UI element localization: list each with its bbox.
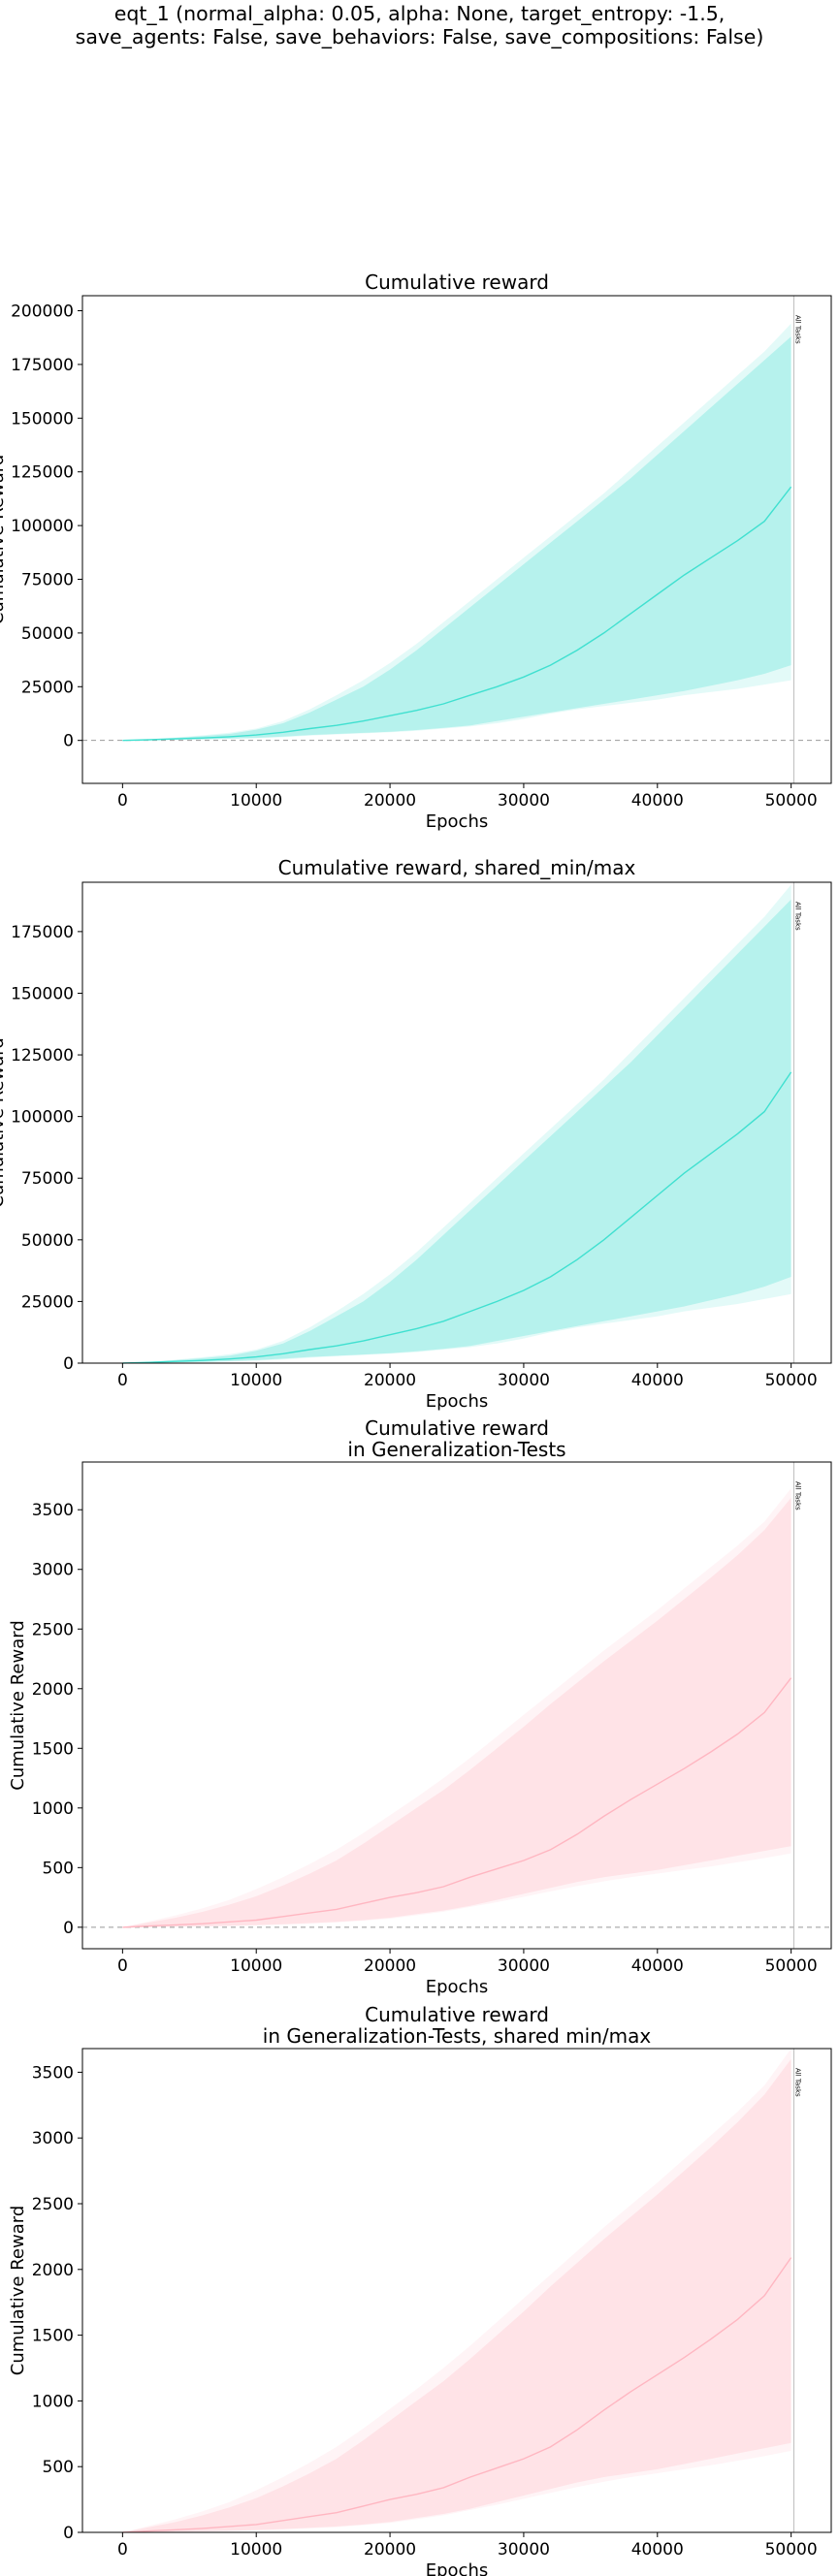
y-tick-label: 150000: [11, 984, 74, 1003]
mean-line: [122, 486, 792, 742]
std-band: [122, 2058, 791, 2532]
x-tick-label: 10000: [230, 2540, 282, 2560]
x-tick-label: 50000: [765, 2540, 818, 2560]
x-tick-label: 10000: [230, 1371, 282, 1390]
x-tick-label: 0: [117, 1956, 128, 1976]
x-axis-label: Epochs: [426, 1977, 489, 1997]
y-tick-label: 3500: [32, 1501, 74, 1520]
y-tick-label: 3000: [32, 1561, 74, 1580]
std-band: [122, 899, 791, 1363]
x-tick-label: 20000: [364, 791, 416, 811]
y-tick-label: 1500: [32, 1739, 74, 1759]
y-tick-label: 100000: [11, 1108, 74, 1128]
task-boundary-label: All Tasks: [793, 315, 801, 344]
y-tick-label: 1500: [32, 2327, 74, 2346]
y-tick-label: 25000: [21, 678, 74, 697]
std-band: [122, 1497, 791, 1927]
std-band: [122, 336, 791, 741]
x-tick-label: 50000: [765, 1956, 818, 1976]
x-tick-label: 0: [117, 791, 128, 811]
y-tick-label: 25000: [21, 1292, 74, 1312]
plot-frame: [81, 295, 832, 784]
y-tick-label: 0: [63, 1919, 74, 1938]
x-tick-label: 50000: [765, 1371, 818, 1390]
x-tick-label: 50000: [765, 791, 818, 811]
x-tick-label: 30000: [498, 1371, 550, 1390]
min-max-band: [122, 323, 791, 741]
y-tick-label: 500: [43, 1859, 74, 1878]
x-tick-label: 20000: [364, 2540, 416, 2560]
plot-frame: [81, 2048, 832, 2533]
chart-panel-2: Cumulative reward, shared_min/max All Tas…: [0, 856, 832, 1412]
y-tick-label: 100000: [11, 517, 74, 536]
x-axis-label: Epochs: [426, 2560, 489, 2576]
y-axis-label: Cumulative Reward: [8, 1620, 28, 1791]
x-tick-label: 20000: [364, 1371, 416, 1390]
plot-frame: [81, 881, 832, 1364]
y-tick-label: 2000: [32, 2261, 74, 2280]
suptitle-line-2: save_agents: False, save_behaviors: Fals…: [75, 25, 764, 48]
chart-panel-1: Cumulative reward All Tasks 0 10000 20000 300…: [0, 270, 832, 832]
y-tick-label: 125000: [11, 1046, 74, 1065]
y-tick-label: 50000: [21, 1231, 74, 1251]
y-tick-label: 2500: [32, 2195, 74, 2214]
y-tick-label: 1000: [32, 2392, 74, 2411]
y-tick-label: 3000: [32, 2129, 74, 2148]
x-tick-label: 10000: [230, 1956, 282, 1976]
suptitle-line-1: eqt_1 (normal_alpha: 0.05, alpha: None, …: [113, 2, 726, 25]
y-tick-label: 50000: [21, 624, 74, 644]
mean-line: [122, 2257, 792, 2533]
x-tick-label: 30000: [498, 1956, 550, 1976]
y-tick-label: 3500: [32, 2063, 74, 2083]
x-tick-label: 30000: [498, 791, 550, 811]
min-max-band: [122, 2049, 791, 2532]
task-boundary-label: All Tasks: [793, 1481, 801, 1511]
x-tick-label: 40000: [631, 791, 684, 811]
x-tick-label: 20000: [364, 1956, 416, 1976]
y-tick-label: 175000: [11, 356, 74, 375]
x-tick-label: 10000: [230, 791, 282, 811]
y-axis-label: Cumulative Reward: [0, 1037, 8, 1208]
chart-title-line: Cumulative reward: [365, 270, 549, 294]
min-max-band: [122, 884, 791, 1363]
y-axis-label: Cumulative Reward: [0, 455, 8, 625]
chart-title-line: in Generalization-Tests, shared min/max: [263, 2024, 652, 2048]
x-tick-label: 0: [117, 1371, 128, 1390]
y-tick-label: 0: [63, 2524, 74, 2543]
y-tick-label: 150000: [11, 409, 74, 429]
y-tick-label: 175000: [11, 923, 74, 942]
y-tick-label: 0: [63, 732, 74, 751]
x-axis-label: Epochs: [426, 811, 489, 832]
x-tick-label: 40000: [631, 1371, 684, 1390]
y-tick-label: 200000: [11, 302, 74, 322]
y-tick-label: 75000: [21, 1169, 74, 1189]
x-axis-label: Epochs: [426, 1391, 489, 1412]
figure-suptitle: eqt_1 (normal_alpha: 0.05, alpha: None, …: [0, 2, 839, 48]
x-tick-label: 40000: [631, 2540, 684, 2560]
min-max-band: [122, 1488, 791, 1927]
y-tick-label: 2000: [32, 1680, 74, 1700]
chart-title-line: Cumulative reward: [365, 2003, 549, 2026]
y-tick-label: 125000: [11, 463, 74, 483]
x-tick-label: 40000: [631, 1956, 684, 1976]
y-tick-label: 500: [43, 2458, 74, 2477]
y-tick-label: 75000: [21, 570, 74, 589]
task-boundary-label: All Tasks: [793, 2068, 801, 2097]
x-tick-label: 0: [117, 2540, 128, 2560]
mean-line: [122, 1071, 792, 1364]
y-tick-label: 1000: [32, 1799, 74, 1819]
plot-frame: [81, 1461, 832, 1950]
chart-title-line: in Generalization-Tests: [347, 1438, 565, 1461]
chart-title-line: Cumulative reward, shared_min/max: [278, 856, 636, 879]
task-boundary-label: All Tasks: [793, 902, 801, 931]
y-tick-label: 0: [63, 1354, 74, 1374]
x-tick-label: 30000: [498, 2540, 550, 2560]
y-tick-label: 2500: [32, 1620, 74, 1639]
y-axis-label: Cumulative Reward: [8, 2206, 28, 2376]
mean-line: [122, 1677, 792, 1928]
chart-title-line: Cumulative reward: [365, 1416, 549, 1440]
